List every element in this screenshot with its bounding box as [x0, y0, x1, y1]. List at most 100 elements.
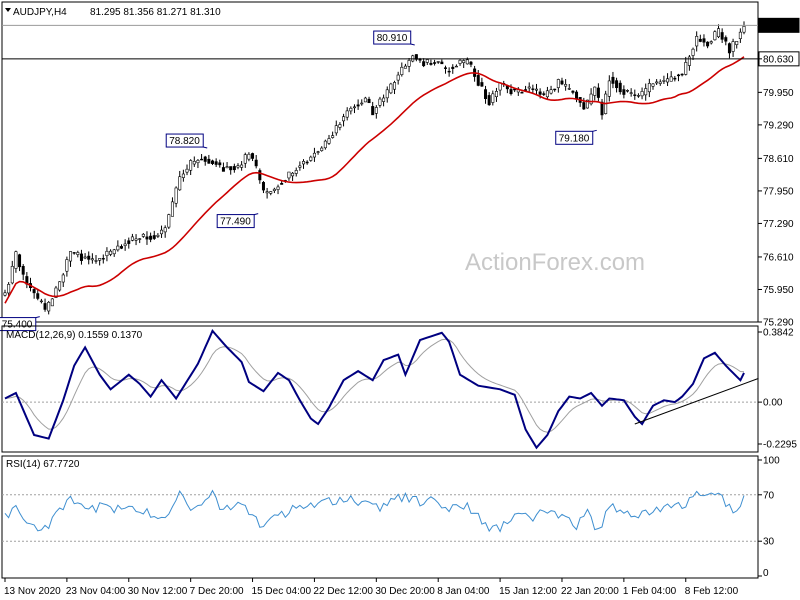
price-bar-body — [585, 99, 589, 109]
price-bar-body — [116, 245, 120, 251]
price-bar-body — [524, 89, 528, 91]
price-bar-body — [298, 165, 302, 168]
price-bar-body — [276, 186, 280, 190]
price-bar-body — [626, 90, 630, 92]
price-bar-body — [673, 77, 677, 80]
price-bar-body — [21, 266, 25, 275]
annotation-leader — [592, 129, 597, 132]
price-bar-body — [236, 165, 240, 168]
price-tick-label: 79.950 — [763, 88, 794, 99]
rsi-tick-label: 70 — [763, 490, 775, 501]
price-bar-body — [323, 140, 327, 149]
macd-line — [4, 329, 745, 450]
price-bar-body — [465, 59, 469, 65]
price-bar-body — [174, 187, 178, 204]
price-bar-body — [742, 25, 746, 33]
price-bar-body — [356, 104, 360, 107]
price-bar-body — [494, 91, 498, 98]
time-tick-label: 13 Nov 2020 — [4, 586, 61, 597]
price-bar-body — [589, 93, 593, 105]
price-bar-body — [636, 95, 640, 97]
price-bar-body — [192, 160, 196, 165]
price-bar-body — [291, 172, 295, 177]
price-bar-body — [542, 93, 546, 95]
price-bar-body — [79, 253, 83, 261]
price-bar-body — [261, 182, 265, 191]
price-bar-body — [189, 160, 193, 171]
price-bar-body — [269, 191, 273, 194]
macd-trendline — [634, 377, 759, 425]
price-bar-body — [156, 234, 160, 237]
price-bar-body — [429, 62, 433, 65]
price-bar-body — [200, 158, 204, 161]
time-tick-label: 30 Nov 12:00 — [128, 586, 188, 597]
price-bar-body — [458, 59, 462, 64]
price-bar-body — [221, 167, 225, 172]
rsi-tick-label: 0 — [763, 568, 769, 579]
price-bar-body — [491, 93, 495, 103]
price-bar-body — [567, 88, 571, 90]
price-bar-body — [265, 191, 269, 194]
price-bar-body — [676, 74, 680, 77]
annotation-leader — [410, 43, 415, 46]
price-bar-body — [94, 260, 98, 262]
price-bar-body — [272, 188, 276, 191]
macd-axis: 0.3842 0.00 -0.2295 — [758, 328, 797, 451]
price-bar-body — [629, 92, 633, 94]
price-bar-body — [724, 37, 728, 42]
price-bar-body — [225, 166, 229, 169]
price-bar-body — [83, 256, 87, 259]
price-tick-label: 75.290 — [763, 318, 794, 329]
price-bar-body — [43, 303, 47, 310]
price-bar-body — [407, 60, 411, 67]
price-bar-body — [698, 38, 702, 42]
price-bar-body — [331, 135, 335, 138]
price-bar-body — [181, 173, 185, 178]
price-bar-body — [14, 251, 18, 269]
price-bar-body — [564, 84, 568, 87]
price-axis: 81.310 80.630 79.950 79.290 78.610 77.950 77.2… — [758, 17, 800, 329]
price-bar-body — [163, 227, 167, 233]
price-bar-body — [138, 238, 142, 240]
price-bar-body — [287, 171, 291, 179]
rsi-axis: 100 70 30 0 — [758, 456, 780, 579]
price-tick-label: 80.630 — [763, 54, 794, 65]
price-bar-body — [294, 170, 298, 174]
price-bar-body — [123, 243, 127, 246]
price-bar-body — [687, 56, 691, 66]
annotation-label: 75.400 — [2, 320, 33, 331]
price-tick-label: 78.610 — [763, 154, 794, 165]
time-tick-label: 15 Jan 12:00 — [499, 586, 557, 597]
rsi-tick-label: 100 — [763, 456, 780, 467]
price-bar-body — [109, 250, 113, 255]
time-tick-label: 22 Dec 12:00 — [313, 586, 373, 597]
annotation-leader — [35, 316, 40, 319]
price-bar-body — [713, 31, 717, 41]
price-bar-body — [615, 80, 619, 89]
price-bar-body — [385, 89, 389, 99]
price-bar-body — [247, 153, 251, 160]
price-bar-body — [534, 88, 538, 91]
price-bar-body — [87, 255, 91, 260]
price-bar-body — [69, 251, 73, 262]
price-bar-body — [393, 82, 397, 90]
price-bar-body — [658, 81, 662, 84]
rsi-pane: RSI(14) 67.7720 100 70 30 0 — [1, 455, 780, 579]
dropdown-arrow-icon[interactable] — [5, 8, 11, 12]
price-bar-body — [571, 90, 575, 93]
price-bar-body — [549, 89, 553, 94]
annotation-box — [216, 214, 255, 229]
price-bar-body — [243, 154, 247, 164]
price-bar-body — [731, 41, 735, 52]
price-bar-body — [436, 61, 440, 63]
annotation-label: 79.180 — [559, 133, 590, 144]
price-bar-body — [160, 229, 164, 235]
price-bar-body — [3, 292, 7, 296]
annotation-box — [373, 30, 412, 45]
price-bar-body — [203, 156, 207, 162]
symbol-label: AUDJPY,H4 — [13, 7, 67, 18]
price-bar-body — [251, 153, 255, 159]
price-bar-body — [633, 94, 637, 96]
price-bar-body — [378, 98, 382, 106]
